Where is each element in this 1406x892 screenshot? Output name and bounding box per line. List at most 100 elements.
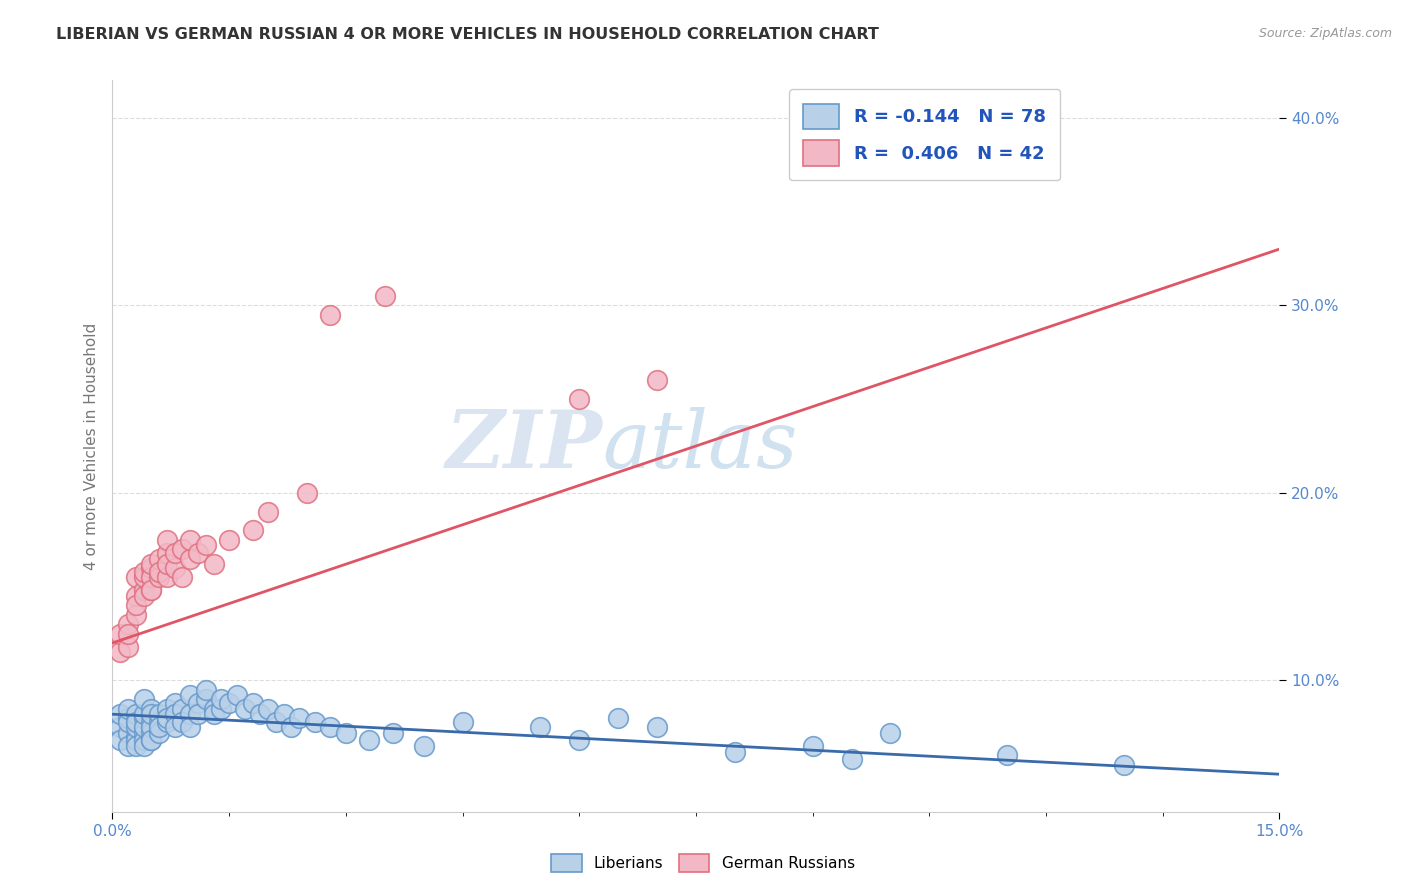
Point <box>645 720 668 734</box>
Point <box>187 696 209 710</box>
Point <box>233 701 256 715</box>
Point <box>148 570 170 584</box>
Point <box>163 561 186 575</box>
Point <box>202 557 225 571</box>
Text: Source: ZipAtlas.com: Source: ZipAtlas.com <box>1258 27 1392 40</box>
Point <box>125 707 148 722</box>
Point <box>218 696 240 710</box>
Point <box>529 720 551 734</box>
Point <box>172 570 194 584</box>
Point <box>335 726 357 740</box>
Point <box>209 701 232 715</box>
Point <box>295 486 318 500</box>
Text: LIBERIAN VS GERMAN RUSSIAN 4 OR MORE VEHICLES IN HOUSEHOLD CORRELATION CHART: LIBERIAN VS GERMAN RUSSIAN 4 OR MORE VEH… <box>56 27 879 42</box>
Point <box>148 726 170 740</box>
Text: ZIP: ZIP <box>446 408 603 484</box>
Point <box>179 551 201 566</box>
Point <box>132 711 155 725</box>
Point <box>125 589 148 603</box>
Point <box>125 714 148 729</box>
Point <box>132 720 155 734</box>
Point <box>172 542 194 557</box>
Point <box>110 720 132 734</box>
Point <box>209 692 232 706</box>
Point <box>156 533 179 547</box>
Point <box>117 714 139 729</box>
Point <box>110 645 132 659</box>
Point <box>202 707 225 722</box>
Point <box>132 570 155 584</box>
Point <box>132 583 155 598</box>
Point <box>218 533 240 547</box>
Point <box>132 565 155 579</box>
Point <box>125 570 148 584</box>
Point <box>148 565 170 579</box>
Point <box>202 701 225 715</box>
Point <box>141 557 163 571</box>
Point <box>156 570 179 584</box>
Point <box>125 607 148 622</box>
Point <box>141 733 163 747</box>
Point <box>163 707 186 722</box>
Point <box>304 714 326 729</box>
Point <box>132 589 155 603</box>
Point <box>724 745 747 759</box>
Point <box>141 733 163 747</box>
Point <box>381 726 404 740</box>
Point <box>163 546 186 560</box>
Point <box>141 583 163 598</box>
Point <box>117 711 139 725</box>
Point <box>374 289 396 303</box>
Point <box>179 533 201 547</box>
Point <box>132 726 155 740</box>
Point <box>125 730 148 744</box>
Point <box>194 682 217 697</box>
Point <box>125 720 148 734</box>
Point <box>141 701 163 715</box>
Point <box>187 707 209 722</box>
Point <box>117 726 139 740</box>
Point <box>156 557 179 571</box>
Point <box>148 720 170 734</box>
Point <box>125 599 148 613</box>
Y-axis label: 4 or more Vehicles in Household: 4 or more Vehicles in Household <box>83 322 98 570</box>
Point <box>117 739 139 753</box>
Point <box>132 692 155 706</box>
Point <box>110 707 132 722</box>
Text: atlas: atlas <box>603 408 799 484</box>
Point <box>242 696 264 710</box>
Point <box>179 720 201 734</box>
Point <box>132 739 155 753</box>
Point <box>141 707 163 722</box>
Point <box>187 546 209 560</box>
Point <box>117 626 139 640</box>
Point <box>319 308 342 322</box>
Point <box>172 701 194 715</box>
Point <box>156 701 179 715</box>
Point <box>156 714 179 729</box>
Point <box>242 524 264 538</box>
Point <box>156 546 179 560</box>
Point <box>257 701 280 715</box>
Point <box>141 720 163 734</box>
Point <box>568 392 591 406</box>
Point <box>257 505 280 519</box>
Point <box>110 733 132 747</box>
Point <box>273 707 295 722</box>
Point <box>288 711 311 725</box>
Legend: Liberians, German Russians: Liberians, German Russians <box>544 846 862 880</box>
Point <box>319 720 342 734</box>
Point <box>264 714 287 729</box>
Point <box>148 714 170 729</box>
Point <box>141 570 163 584</box>
Point <box>412 739 434 753</box>
Point <box>645 373 668 387</box>
Point <box>451 714 474 729</box>
Point <box>117 640 139 654</box>
Point <box>125 733 148 747</box>
Point <box>226 689 249 703</box>
Point <box>156 711 179 725</box>
Point <box>132 707 155 722</box>
Point <box>163 696 186 710</box>
Point <box>163 720 186 734</box>
